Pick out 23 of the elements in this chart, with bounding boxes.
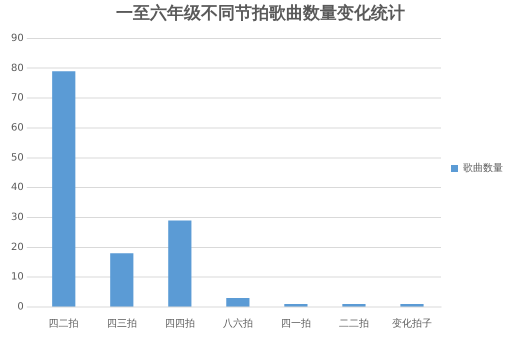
x-tick-label: 四一拍 — [280, 318, 311, 330]
y-tick-label: 80 — [10, 62, 24, 74]
x-tick-label: 变化拍子 — [392, 318, 432, 330]
y-tick-label: 40 — [10, 182, 24, 194]
x-tick-label: 二二拍 — [338, 318, 369, 330]
x-tick-label: 四二拍 — [48, 318, 79, 330]
chart-title: 一至六年级不同节拍歌曲数量变化统计 — [116, 4, 405, 24]
bar — [52, 71, 76, 306]
bar — [110, 253, 134, 306]
x-tick-label: 四四拍 — [164, 318, 195, 330]
y-tick-label: 50 — [10, 152, 24, 164]
y-tick-label: 10 — [10, 272, 24, 283]
y-tick-label: 70 — [10, 92, 24, 104]
bar — [168, 220, 192, 306]
x-tick-label: 四三拍 — [106, 318, 137, 330]
y-tick-label: 30 — [10, 212, 24, 224]
legend-label: 歌曲数量 — [463, 162, 503, 174]
bar — [226, 298, 250, 306]
y-tick-label: 0 — [17, 302, 24, 313]
x-tick-label: 八六拍 — [222, 318, 253, 330]
y-tick-label: 90 — [10, 32, 24, 44]
y-tick-label: 20 — [10, 242, 24, 253]
y-tick-label: 60 — [10, 122, 24, 134]
